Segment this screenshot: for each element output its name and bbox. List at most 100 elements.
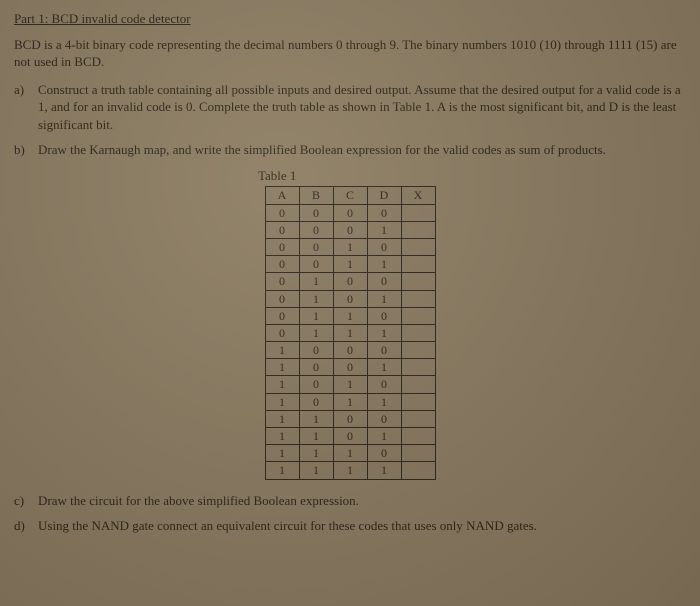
col-B: B <box>299 187 333 204</box>
table-cell <box>401 238 435 255</box>
table-cell: 1 <box>333 376 367 393</box>
table-cell <box>401 445 435 462</box>
table-cell: 0 <box>367 376 401 393</box>
table-cell: 1 <box>265 359 299 376</box>
question-c-text: Draw the circuit for the above simplifie… <box>38 492 686 510</box>
table-cell: 0 <box>265 204 299 221</box>
question-b: b) Draw the Karnaugh map, and write the … <box>14 141 686 159</box>
table-cell: 1 <box>299 307 333 324</box>
table-cell: 0 <box>333 342 367 359</box>
table-cell: 1 <box>299 324 333 341</box>
table-cell <box>401 273 435 290</box>
table-cell: 1 <box>333 256 367 273</box>
truth-table-wrapper: A B C D X 000000010010001101000101011001… <box>14 186 686 479</box>
question-c: c) Draw the circuit for the above simpli… <box>14 492 686 510</box>
table-header-row: A B C D X <box>265 187 435 204</box>
question-a: a) Construct a truth table containing al… <box>14 81 686 134</box>
table-cell <box>401 324 435 341</box>
table-cell: 1 <box>333 324 367 341</box>
table-cell: 1 <box>367 393 401 410</box>
table-cell: 1 <box>265 445 299 462</box>
table-row: 0100 <box>265 273 435 290</box>
table-cell: 1 <box>367 221 401 238</box>
table-cell: 1 <box>265 462 299 479</box>
table-cell: 0 <box>333 359 367 376</box>
table-row: 0101 <box>265 290 435 307</box>
table-cell <box>401 221 435 238</box>
table-cell: 1 <box>367 359 401 376</box>
table-caption: Table 1 <box>258 167 686 185</box>
truth-table: A B C D X 000000010010001101000101011001… <box>265 186 436 479</box>
table-cell <box>401 359 435 376</box>
table-cell: 0 <box>333 273 367 290</box>
question-d: d) Using the NAND gate connect an equiva… <box>14 517 686 535</box>
question-b-label: b) <box>14 141 32 159</box>
table-cell: 0 <box>299 359 333 376</box>
table-cell: 0 <box>333 290 367 307</box>
table-cell: 0 <box>367 238 401 255</box>
table-row: 1000 <box>265 342 435 359</box>
col-A: A <box>265 187 299 204</box>
table-row: 0111 <box>265 324 435 341</box>
question-a-text: Construct a truth table containing all p… <box>38 81 686 134</box>
table-cell: 1 <box>367 462 401 479</box>
table-cell <box>401 256 435 273</box>
table-cell <box>401 204 435 221</box>
table-cell <box>401 462 435 479</box>
table-cell: 0 <box>299 376 333 393</box>
col-C: C <box>333 187 367 204</box>
col-X: X <box>401 187 435 204</box>
table-cell: 1 <box>265 393 299 410</box>
table-cell: 1 <box>299 462 333 479</box>
table-cell: 1 <box>265 428 299 445</box>
table-cell: 1 <box>299 290 333 307</box>
table-cell: 1 <box>265 376 299 393</box>
table-cell <box>401 428 435 445</box>
table-cell: 0 <box>367 445 401 462</box>
table-cell: 0 <box>299 221 333 238</box>
table-row: 0001 <box>265 221 435 238</box>
table-cell: 0 <box>299 238 333 255</box>
table-cell <box>401 290 435 307</box>
table-cell: 0 <box>367 307 401 324</box>
table-cell: 1 <box>265 342 299 359</box>
table-cell: 0 <box>265 307 299 324</box>
question-d-text: Using the NAND gate connect an equivalen… <box>38 517 686 535</box>
table-row: 1001 <box>265 359 435 376</box>
table-cell <box>401 410 435 427</box>
table-cell: 0 <box>265 221 299 238</box>
table-cell: 1 <box>333 393 367 410</box>
table-cell: 1 <box>367 290 401 307</box>
table-row: 1011 <box>265 393 435 410</box>
table-cell: 0 <box>299 256 333 273</box>
table-cell: 0 <box>333 428 367 445</box>
table-cell: 1 <box>367 256 401 273</box>
table-cell: 0 <box>367 342 401 359</box>
table-row: 1010 <box>265 376 435 393</box>
table-cell: 0 <box>367 410 401 427</box>
part-title: Part 1: BCD invalid code detector <box>14 10 686 28</box>
table-cell: 1 <box>333 238 367 255</box>
table-row: 0011 <box>265 256 435 273</box>
table-cell: 0 <box>265 256 299 273</box>
table-cell <box>401 307 435 324</box>
table-cell: 0 <box>265 290 299 307</box>
table-cell: 0 <box>367 273 401 290</box>
table-cell: 0 <box>333 204 367 221</box>
table-cell: 1 <box>299 428 333 445</box>
table-cell: 1 <box>367 324 401 341</box>
table-cell: 1 <box>299 273 333 290</box>
table-cell: 1 <box>299 410 333 427</box>
col-D: D <box>367 187 401 204</box>
table-row: 0000 <box>265 204 435 221</box>
question-d-label: d) <box>14 517 32 535</box>
table-cell: 1 <box>265 410 299 427</box>
table-cell: 0 <box>299 342 333 359</box>
table-row: 1100 <box>265 410 435 427</box>
table-cell: 1 <box>333 445 367 462</box>
table-cell: 1 <box>367 428 401 445</box>
table-cell: 0 <box>367 204 401 221</box>
table-row: 1111 <box>265 462 435 479</box>
table-cell: 0 <box>265 324 299 341</box>
table-cell: 0 <box>299 393 333 410</box>
